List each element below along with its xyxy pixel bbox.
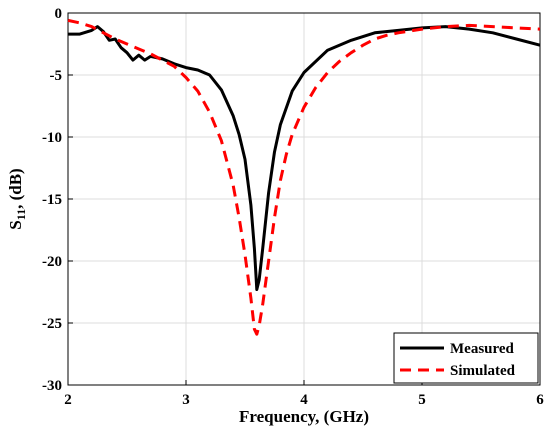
y-axis-title-rest: , (dB) (6, 168, 25, 209)
legend: Measured Simulated (393, 332, 539, 384)
x-tick-labels: 2 3 4 5 6 (64, 380, 544, 408)
x-tick-label: 6 (536, 392, 544, 408)
y-tick-label: 0 (55, 6, 63, 22)
y-tick-label: -5 (50, 68, 63, 84)
x-tick-label: 4 (300, 392, 308, 408)
series-line-simulated (67, 18, 541, 336)
y-axis-title-subscript: 11 (14, 209, 28, 220)
y-tick-label: -20 (42, 254, 62, 270)
legend-label-simulated: Simulated (450, 363, 516, 379)
x-axis-title: Frequency, (GHz) (239, 407, 369, 426)
y-tick-label: -30 (42, 378, 62, 394)
x-tick-label: 3 (182, 392, 190, 408)
y-axis-title: S11, (dB) (6, 168, 28, 229)
x-tick-label: 5 (418, 392, 426, 408)
grid (67, 12, 541, 386)
y-axis-title-base: S (6, 220, 25, 229)
legend-box (393, 332, 539, 384)
y-tick-labels: 0 -5 -10 -15 -20 -25 -30 (42, 6, 73, 394)
x-tick-label: 2 (64, 392, 72, 408)
legend-label-measured: Measured (450, 341, 515, 357)
y-tick-label: -15 (42, 192, 62, 208)
series-layer (67, 18, 541, 336)
y-tick-label: -25 (42, 316, 62, 332)
y-tick-label: -10 (42, 130, 62, 146)
series-line-measured (68, 25, 541, 291)
